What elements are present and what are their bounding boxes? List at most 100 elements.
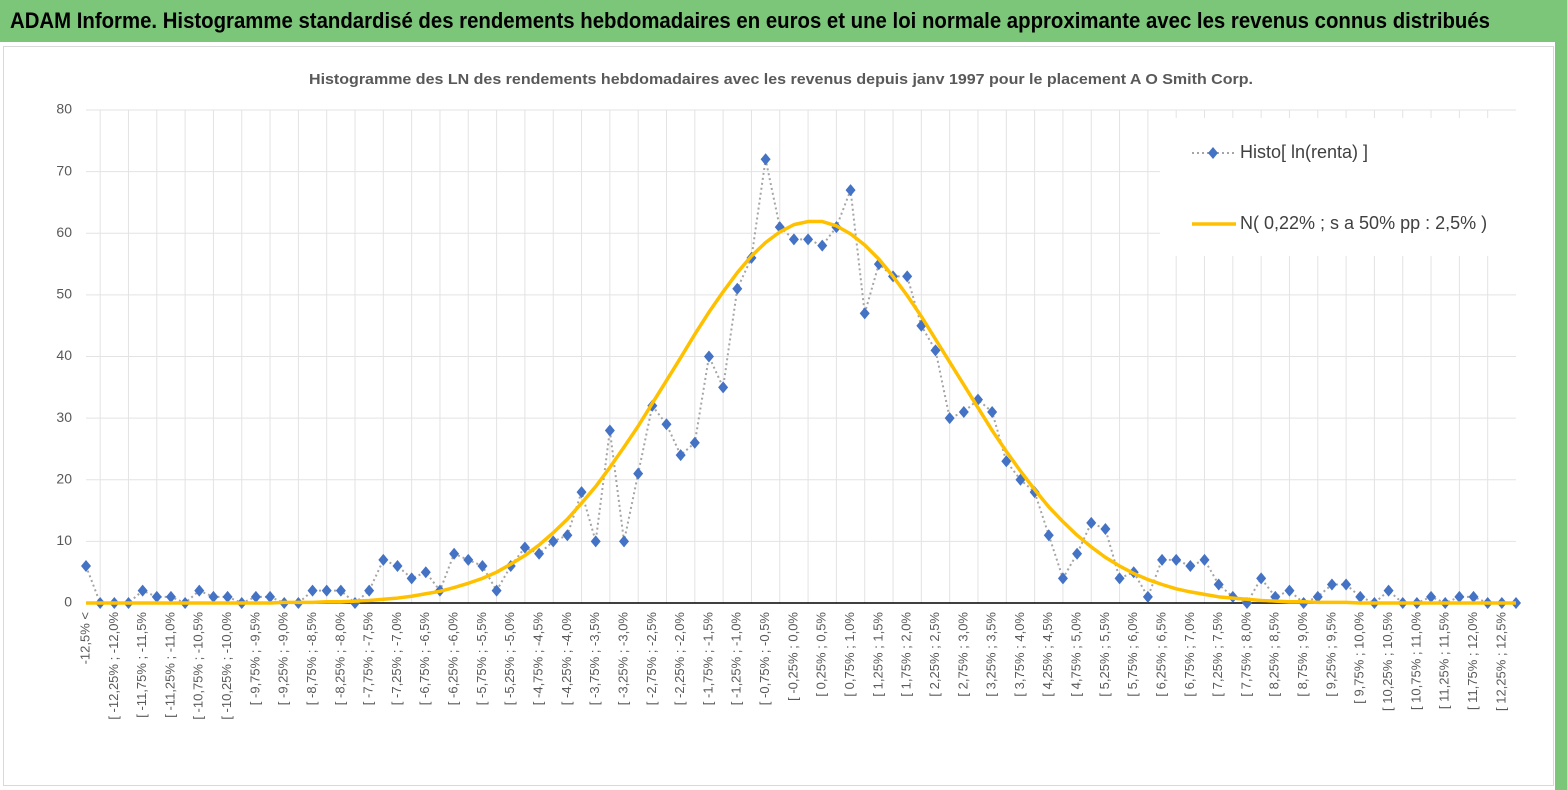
y-tick-label: 50 bbox=[56, 286, 72, 302]
legend-box bbox=[1160, 118, 1520, 256]
data-point bbox=[675, 449, 686, 462]
data-point bbox=[364, 584, 375, 597]
data-point bbox=[335, 584, 346, 597]
data-point bbox=[222, 590, 233, 603]
x-tick-label: [ -9,25% ; -9,0% bbox=[276, 612, 291, 706]
x-tick-label: [ 0,75% ; 1,0% bbox=[842, 612, 857, 697]
data-point bbox=[194, 584, 205, 597]
data-point bbox=[718, 381, 729, 394]
data-point bbox=[1001, 455, 1012, 468]
page-title: ADAM Informe. Histogramme standardisé de… bbox=[10, 8, 1490, 33]
data-point bbox=[1284, 584, 1295, 597]
x-tick-label: [ -5,75% ; -5,5% bbox=[474, 612, 489, 706]
data-point bbox=[902, 270, 913, 283]
data-point bbox=[661, 418, 672, 431]
chart-title: Histogramme des LN des rendements hebdom… bbox=[309, 71, 1253, 88]
data-point bbox=[449, 547, 460, 560]
x-tick-label: [ 5,25% ; 5,5% bbox=[1097, 612, 1112, 697]
data-point bbox=[1326, 578, 1337, 591]
x-tick-label: [ 2,75% ; 3,0% bbox=[955, 612, 970, 697]
data-point bbox=[1114, 572, 1125, 585]
data-point bbox=[703, 350, 714, 363]
data-point bbox=[1312, 590, 1323, 603]
x-tick-label: [ 6,75% ; 7,0% bbox=[1182, 612, 1197, 697]
x-tick-label: [ -4,75% ; -4,5% bbox=[531, 612, 546, 706]
data-point bbox=[760, 153, 771, 166]
x-tick-label: [ 4,75% ; 5,0% bbox=[1069, 612, 1084, 697]
data-point bbox=[1072, 547, 1083, 560]
x-tick-label: [ 8,75% ; 9,0% bbox=[1295, 612, 1310, 697]
y-tick-label: 30 bbox=[56, 409, 72, 425]
x-tick-label: [ 7,25% ; 7,5% bbox=[1210, 612, 1225, 697]
data-point bbox=[859, 307, 870, 320]
data-point bbox=[208, 590, 219, 603]
x-tick-label: [ 1,25% ; 1,5% bbox=[870, 612, 885, 697]
data-point bbox=[165, 590, 176, 603]
x-tick-label: [ 11,25% ; 11,5% bbox=[1437, 612, 1452, 710]
data-point bbox=[1043, 529, 1054, 542]
data-point bbox=[633, 467, 644, 480]
data-point bbox=[576, 486, 587, 499]
x-tick-label: [ -7,25% ; -7,0% bbox=[389, 612, 404, 706]
x-tick-label: [ -10,25% ; -10,0% bbox=[219, 612, 234, 720]
x-tick-label: [ -8,75% ; -8,5% bbox=[304, 612, 319, 706]
data-point bbox=[1142, 590, 1153, 603]
x-tick-label: [ 9,75% ; 10,0% bbox=[1352, 612, 1367, 704]
y-tick-label: 10 bbox=[56, 532, 72, 548]
x-tick-label: [ 3,75% ; 4,0% bbox=[1012, 612, 1027, 697]
x-tick-label: [ -1,75% ; -1,5% bbox=[700, 612, 715, 706]
data-point bbox=[1100, 523, 1111, 536]
x-tick-label: [ -0,25% ; 0,0% bbox=[785, 612, 800, 701]
data-point bbox=[250, 590, 261, 603]
data-point bbox=[803, 233, 814, 246]
data-point bbox=[732, 282, 743, 295]
side-stripe bbox=[1555, 42, 1567, 790]
x-tick-label: [ 10,75% ; 11,0% bbox=[1408, 612, 1423, 710]
data-point bbox=[392, 560, 403, 573]
x-tick-label: [ -6,75% ; -6,5% bbox=[417, 612, 432, 706]
data-point bbox=[519, 541, 530, 554]
y-tick-label: 70 bbox=[56, 162, 72, 178]
data-point bbox=[307, 584, 318, 597]
data-point bbox=[845, 184, 856, 197]
x-tick-label: [ -2,25% ; -2,0% bbox=[672, 612, 687, 706]
x-tick-label: [ -3,75% ; -3,5% bbox=[587, 612, 602, 706]
data-point bbox=[1086, 516, 1097, 529]
x-tick-label: [ -2,75% ; -2,5% bbox=[644, 612, 659, 706]
data-point bbox=[1341, 578, 1352, 591]
data-point bbox=[1426, 590, 1437, 603]
data-point bbox=[1185, 560, 1196, 573]
x-tick-label: [ -1,25% ; -1,0% bbox=[729, 612, 744, 706]
x-tick-label: [ 12,25% ; 12,5% bbox=[1493, 612, 1508, 711]
legend-label: N( 0,22% ; s a 50% pp : 2,5% ) bbox=[1240, 213, 1487, 233]
x-tick-label: [ 7,75% ; 8,0% bbox=[1238, 612, 1253, 697]
x-tick-label: -12,5% < bbox=[77, 612, 92, 664]
data-point bbox=[590, 535, 601, 548]
data-point bbox=[958, 405, 969, 418]
data-point bbox=[548, 535, 559, 548]
x-tick-label: [ -10,75% ; -10,5% bbox=[191, 612, 206, 720]
data-point bbox=[987, 405, 998, 418]
x-tick-label: [ 8,25% ; 8,5% bbox=[1267, 612, 1282, 697]
y-tick-label: 60 bbox=[56, 224, 72, 240]
y-tick-label: 40 bbox=[56, 347, 72, 363]
x-tick-label: [ 5,75% ; 6,0% bbox=[1125, 612, 1140, 697]
data-point bbox=[619, 535, 630, 548]
legend-marker bbox=[1208, 147, 1218, 159]
x-tick-label: [ 0,25% ; 0,5% bbox=[814, 612, 829, 697]
x-tick-label: [ 2,25% ; 2,5% bbox=[927, 612, 942, 697]
y-tick-label: 80 bbox=[56, 101, 72, 117]
y-tick-label: 0 bbox=[64, 594, 72, 610]
x-tick-label: [ -8,25% ; -8,0% bbox=[332, 612, 347, 706]
x-tick-label: [ 11,75% ; 12,0% bbox=[1465, 612, 1480, 710]
data-point bbox=[1157, 553, 1168, 566]
x-tick-label: [ -3,25% ; -3,0% bbox=[615, 612, 630, 706]
x-tick-label: [ 10,25% ; 10,5% bbox=[1380, 612, 1395, 711]
data-point bbox=[1454, 590, 1465, 603]
x-tick-label: [ -12,25% ; -12,0% bbox=[106, 612, 121, 720]
series-line bbox=[86, 219, 1516, 605]
data-point bbox=[930, 344, 941, 357]
data-point bbox=[420, 566, 431, 579]
data-point bbox=[1355, 590, 1366, 603]
